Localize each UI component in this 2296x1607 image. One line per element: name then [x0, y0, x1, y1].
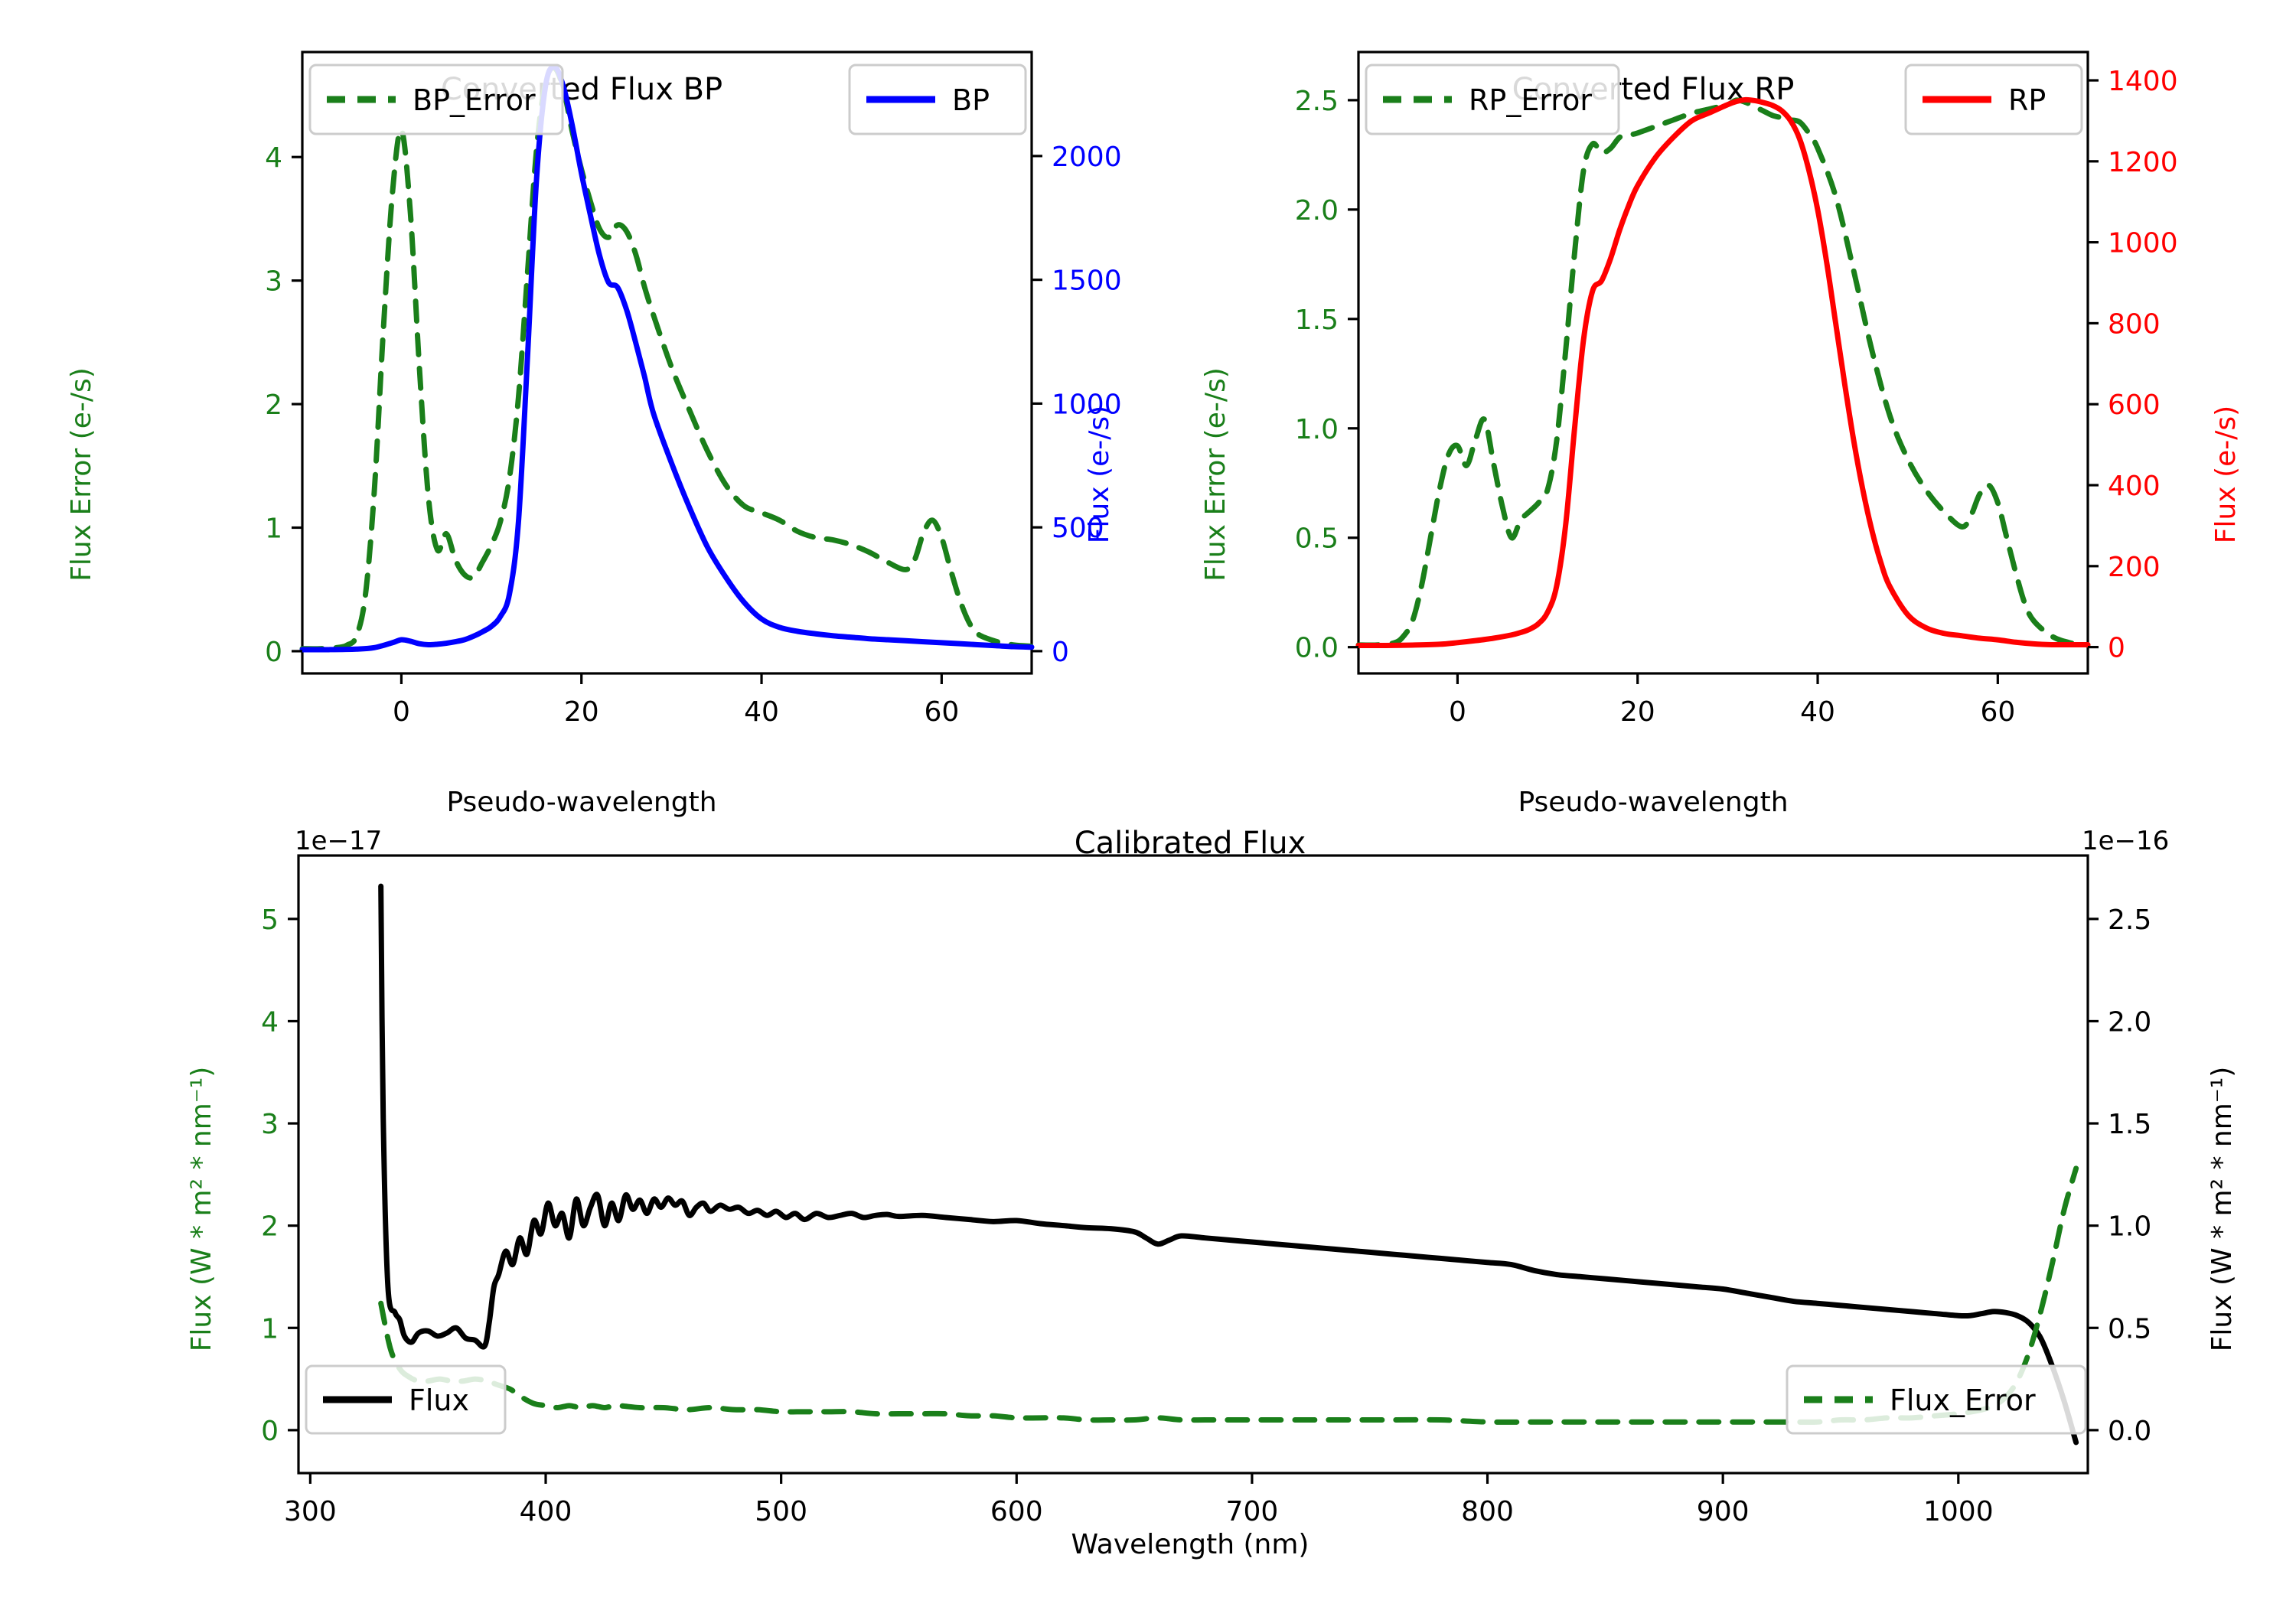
- legend-label-rp: RP: [2008, 83, 2046, 117]
- bp-xlabel: Pseudo-wavelength: [446, 787, 716, 818]
- y-tick-label-left: 0: [265, 637, 282, 668]
- rp-ylabel-left: Flux Error (e-/s): [1200, 367, 1231, 582]
- legend-rp: RP: [1904, 64, 2083, 135]
- y-tick-label-right: 400: [2108, 471, 2161, 502]
- y-tick-label-right: 1500: [1052, 266, 1122, 297]
- panel-calibrated-flux: Calibrated Flux 1e−17 1e−16 300 400 500 600…: [0, 826, 2296, 1607]
- x-tick-label: 500: [755, 1496, 807, 1527]
- rp-ylabel-right: Flux (e-/s): [2210, 406, 2242, 543]
- y-tick-label-left: 2: [261, 1211, 279, 1243]
- y-tick-label-right: 1000: [1052, 389, 1122, 420]
- x-tick-label: 20: [1620, 696, 1655, 728]
- legend-label-flux-error: Flux_Error: [1890, 1384, 2036, 1417]
- y-tick-label-left: 3: [261, 1109, 279, 1140]
- y-tick-label-right: 0: [1052, 637, 1069, 668]
- panel-converted-flux-rp: Converted Flux RP 0 20 40 60 0.0 0.5 1.0 1.5 2.0…: [1148, 0, 2296, 818]
- x-tick-label: 20: [564, 696, 599, 728]
- x-tick-label: 1000: [1923, 1496, 1994, 1527]
- y-tick-label-left: 2: [265, 390, 282, 421]
- x-tick-label: 400: [520, 1496, 572, 1527]
- y-tick-label-right: 1000: [2108, 228, 2178, 259]
- cal-ylabel-left: Flux (W * m² * nm⁻¹): [186, 1067, 217, 1352]
- bp-ylabel-right: Flux (e-/s): [1084, 406, 1115, 543]
- y-tick-label-right: 0.5: [2108, 1313, 2151, 1345]
- legend-bp-error: BP_Error: [308, 64, 564, 135]
- y-tick-label-left: 1.0: [1295, 414, 1339, 445]
- y-tick-label-left: 0.0: [1295, 633, 1339, 664]
- y-tick-label-left: 5: [261, 905, 279, 936]
- cal-ylabel-right: Flux (W * m² * nm⁻¹): [2206, 1067, 2238, 1352]
- y-tick-label-right: 2.5: [2108, 905, 2151, 936]
- series-rp: [1355, 96, 2091, 649]
- series-bp-error: [299, 65, 1035, 652]
- x-tick-label: 40: [1800, 696, 1835, 728]
- x-tick-label: 700: [1226, 1496, 1279, 1527]
- y-tick-label-left: 2.5: [1295, 86, 1339, 117]
- y-tick-label-right: 1.5: [2108, 1109, 2151, 1140]
- legend-label-bp: BP: [952, 83, 990, 117]
- legend-label-bp-error: BP_Error: [413, 83, 536, 117]
- x-tick-label: 600: [990, 1496, 1043, 1527]
- x-tick-label: 60: [1980, 696, 2015, 728]
- y-tick-label-left: 2.0: [1295, 195, 1339, 227]
- y-tick-label-left: 1.5: [1295, 305, 1339, 336]
- x-tick-label: 0: [1449, 696, 1466, 728]
- series-flux: [378, 883, 2079, 1446]
- x-tick-label: 40: [744, 696, 779, 728]
- bp-ylabel-left: Flux Error (e-/s): [66, 367, 97, 582]
- y-tick-label-left: 1: [265, 513, 282, 545]
- panel-converted-flux-bp: Converted Flux BP 0 20 40 60 0 1 2 3 4 0 500 1000 15…: [0, 0, 1148, 818]
- cal-offset-right: 1e−16: [2082, 826, 2169, 856]
- y-tick-label-right: 200: [2108, 552, 2161, 583]
- y-tick-label-right: 0.0: [2108, 1416, 2151, 1447]
- legend-label-rp-error: RP_Error: [1469, 83, 1592, 117]
- series-bp: [299, 64, 1035, 653]
- legend-label-flux: Flux: [409, 1384, 469, 1417]
- x-tick-label: 900: [1697, 1496, 1750, 1527]
- y-tick-label-right: 600: [2108, 390, 2161, 421]
- x-tick-label: 60: [924, 696, 959, 728]
- cal-xlabel: Wavelength (nm): [1071, 1529, 1309, 1560]
- legend-rp-error: RP_Error: [1365, 64, 1620, 135]
- rp-xlabel: Pseudo-wavelength: [1518, 787, 1788, 818]
- y-tick-label-right: 500: [1052, 513, 1104, 544]
- x-tick-label: 800: [1461, 1496, 1514, 1527]
- cal-offset-left: 1e−17: [295, 826, 382, 856]
- legend-flux: Flux: [305, 1364, 507, 1435]
- y-tick-label-left: 0.5: [1295, 523, 1339, 555]
- y-tick-label-right: 2.0: [2108, 1006, 2151, 1038]
- x-tick-label: 0: [393, 696, 410, 728]
- y-tick-label-right: 2000: [1052, 142, 1122, 173]
- series-rp-error: [1355, 97, 2091, 648]
- y-tick-label-left: 3: [265, 266, 282, 298]
- y-tick-label-left: 4: [265, 142, 282, 174]
- legend-flux-error: Flux_Error: [1786, 1364, 2087, 1435]
- y-tick-label-left: 1: [261, 1313, 279, 1345]
- y-tick-label-left: 0: [261, 1416, 279, 1447]
- y-tick-label-left: 4: [261, 1006, 279, 1038]
- legend-bp: BP: [848, 64, 1027, 135]
- y-tick-label-right: 1400: [2108, 66, 2178, 97]
- y-tick-label-right: 0: [2108, 633, 2125, 664]
- y-tick-label-right: 1200: [2108, 147, 2178, 178]
- x-tick-label: 300: [284, 1496, 337, 1527]
- y-tick-label-right: 1.0: [2108, 1211, 2151, 1243]
- y-tick-label-right: 800: [2108, 308, 2161, 340]
